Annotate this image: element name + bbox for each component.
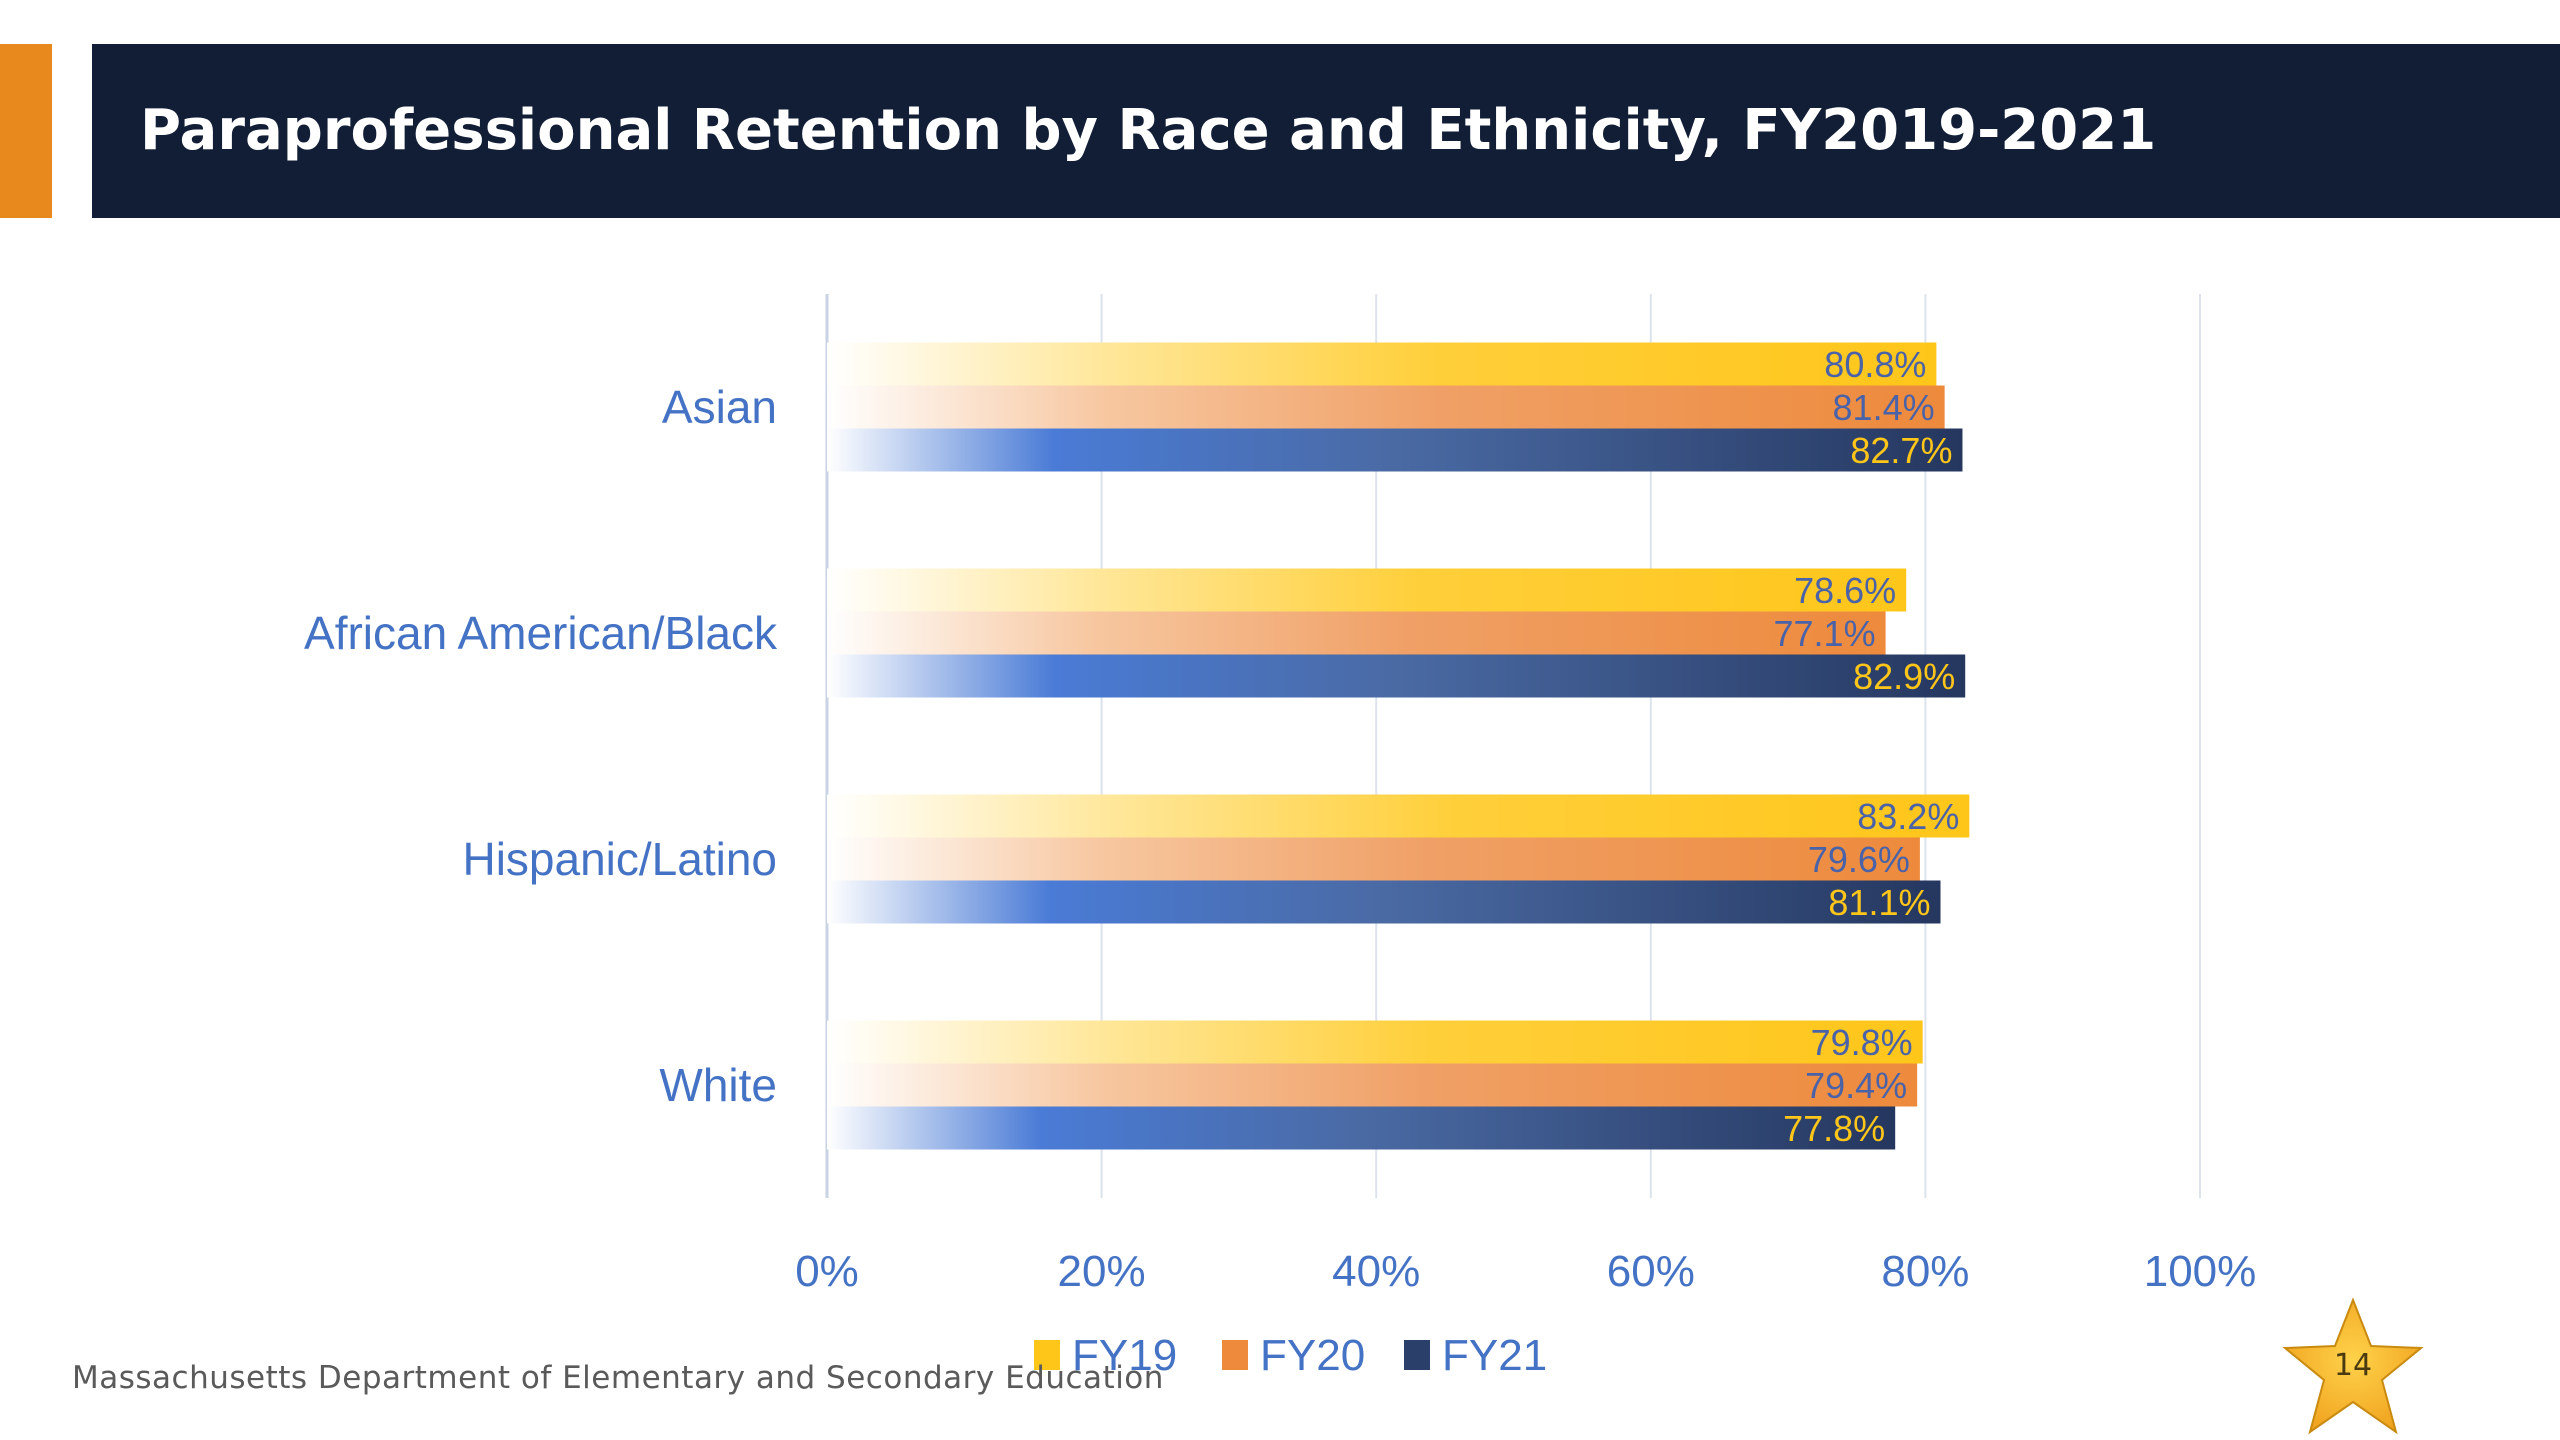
page-number: 14 (2333, 1348, 2373, 1383)
x-tick-label: 0% (795, 1247, 859, 1296)
bar-fy21 (827, 880, 1941, 924)
data-label: 80.8% (1824, 344, 1926, 385)
data-label: 81.4% (1833, 387, 1935, 428)
legend-swatch-fy21 (1404, 1340, 1430, 1370)
data-label: 83.2% (1857, 796, 1959, 837)
x-tick-label: 20% (1058, 1247, 1146, 1296)
title-accent-bar (0, 44, 52, 218)
bar-fy20 (827, 837, 1920, 881)
data-label: 79.6% (1808, 839, 1910, 880)
page-number-badge: 14 (2278, 1296, 2428, 1438)
data-label: 78.6% (1794, 570, 1896, 611)
bar-fy19 (827, 1020, 1923, 1064)
bar-fy21 (827, 1106, 1896, 1150)
category-label: African American/Black (304, 607, 778, 659)
data-label: 77.1% (1774, 613, 1876, 654)
footer-organization: Massachusetts Department of Elementary a… (72, 1360, 1164, 1396)
page-title: Paraprofessional Retention by Race and E… (140, 98, 2157, 163)
data-label: 82.9% (1853, 656, 1955, 697)
bar-fy19 (827, 794, 1970, 838)
bar-fy20 (827, 611, 1886, 655)
legend-label: FY20 (1260, 1331, 1365, 1380)
bar-fy19 (827, 568, 1907, 612)
category-label: Asian (662, 381, 777, 433)
data-label: 82.7% (1850, 430, 1952, 471)
legend-swatch-fy19 (1034, 1340, 1060, 1370)
category-label: Hispanic/Latino (462, 833, 777, 885)
data-label: 81.1% (1828, 882, 1930, 923)
title-banner: Paraprofessional Retention by Race and E… (92, 44, 2560, 218)
bar-fy21 (827, 654, 1966, 698)
x-tick-label: 80% (1881, 1247, 1969, 1296)
x-tick-label: 100% (2144, 1247, 2257, 1296)
bar-fy21 (827, 428, 1963, 472)
category-label: White (659, 1059, 777, 1111)
x-tick-label: 40% (1332, 1247, 1420, 1296)
data-label: 79.4% (1805, 1065, 1907, 1106)
bar-fy20 (827, 1063, 1918, 1107)
x-tick-label: 60% (1607, 1247, 1695, 1296)
bar-fy20 (827, 385, 1945, 429)
legend-label: FY19 (1072, 1331, 1177, 1380)
star-icon (2282, 1297, 2424, 1435)
data-label: 77.8% (1783, 1108, 1885, 1149)
data-label: 79.8% (1811, 1022, 1913, 1063)
legend-swatch-fy20 (1222, 1340, 1248, 1370)
bar-fy19 (827, 342, 1937, 386)
legend-label: FY21 (1442, 1331, 1547, 1380)
